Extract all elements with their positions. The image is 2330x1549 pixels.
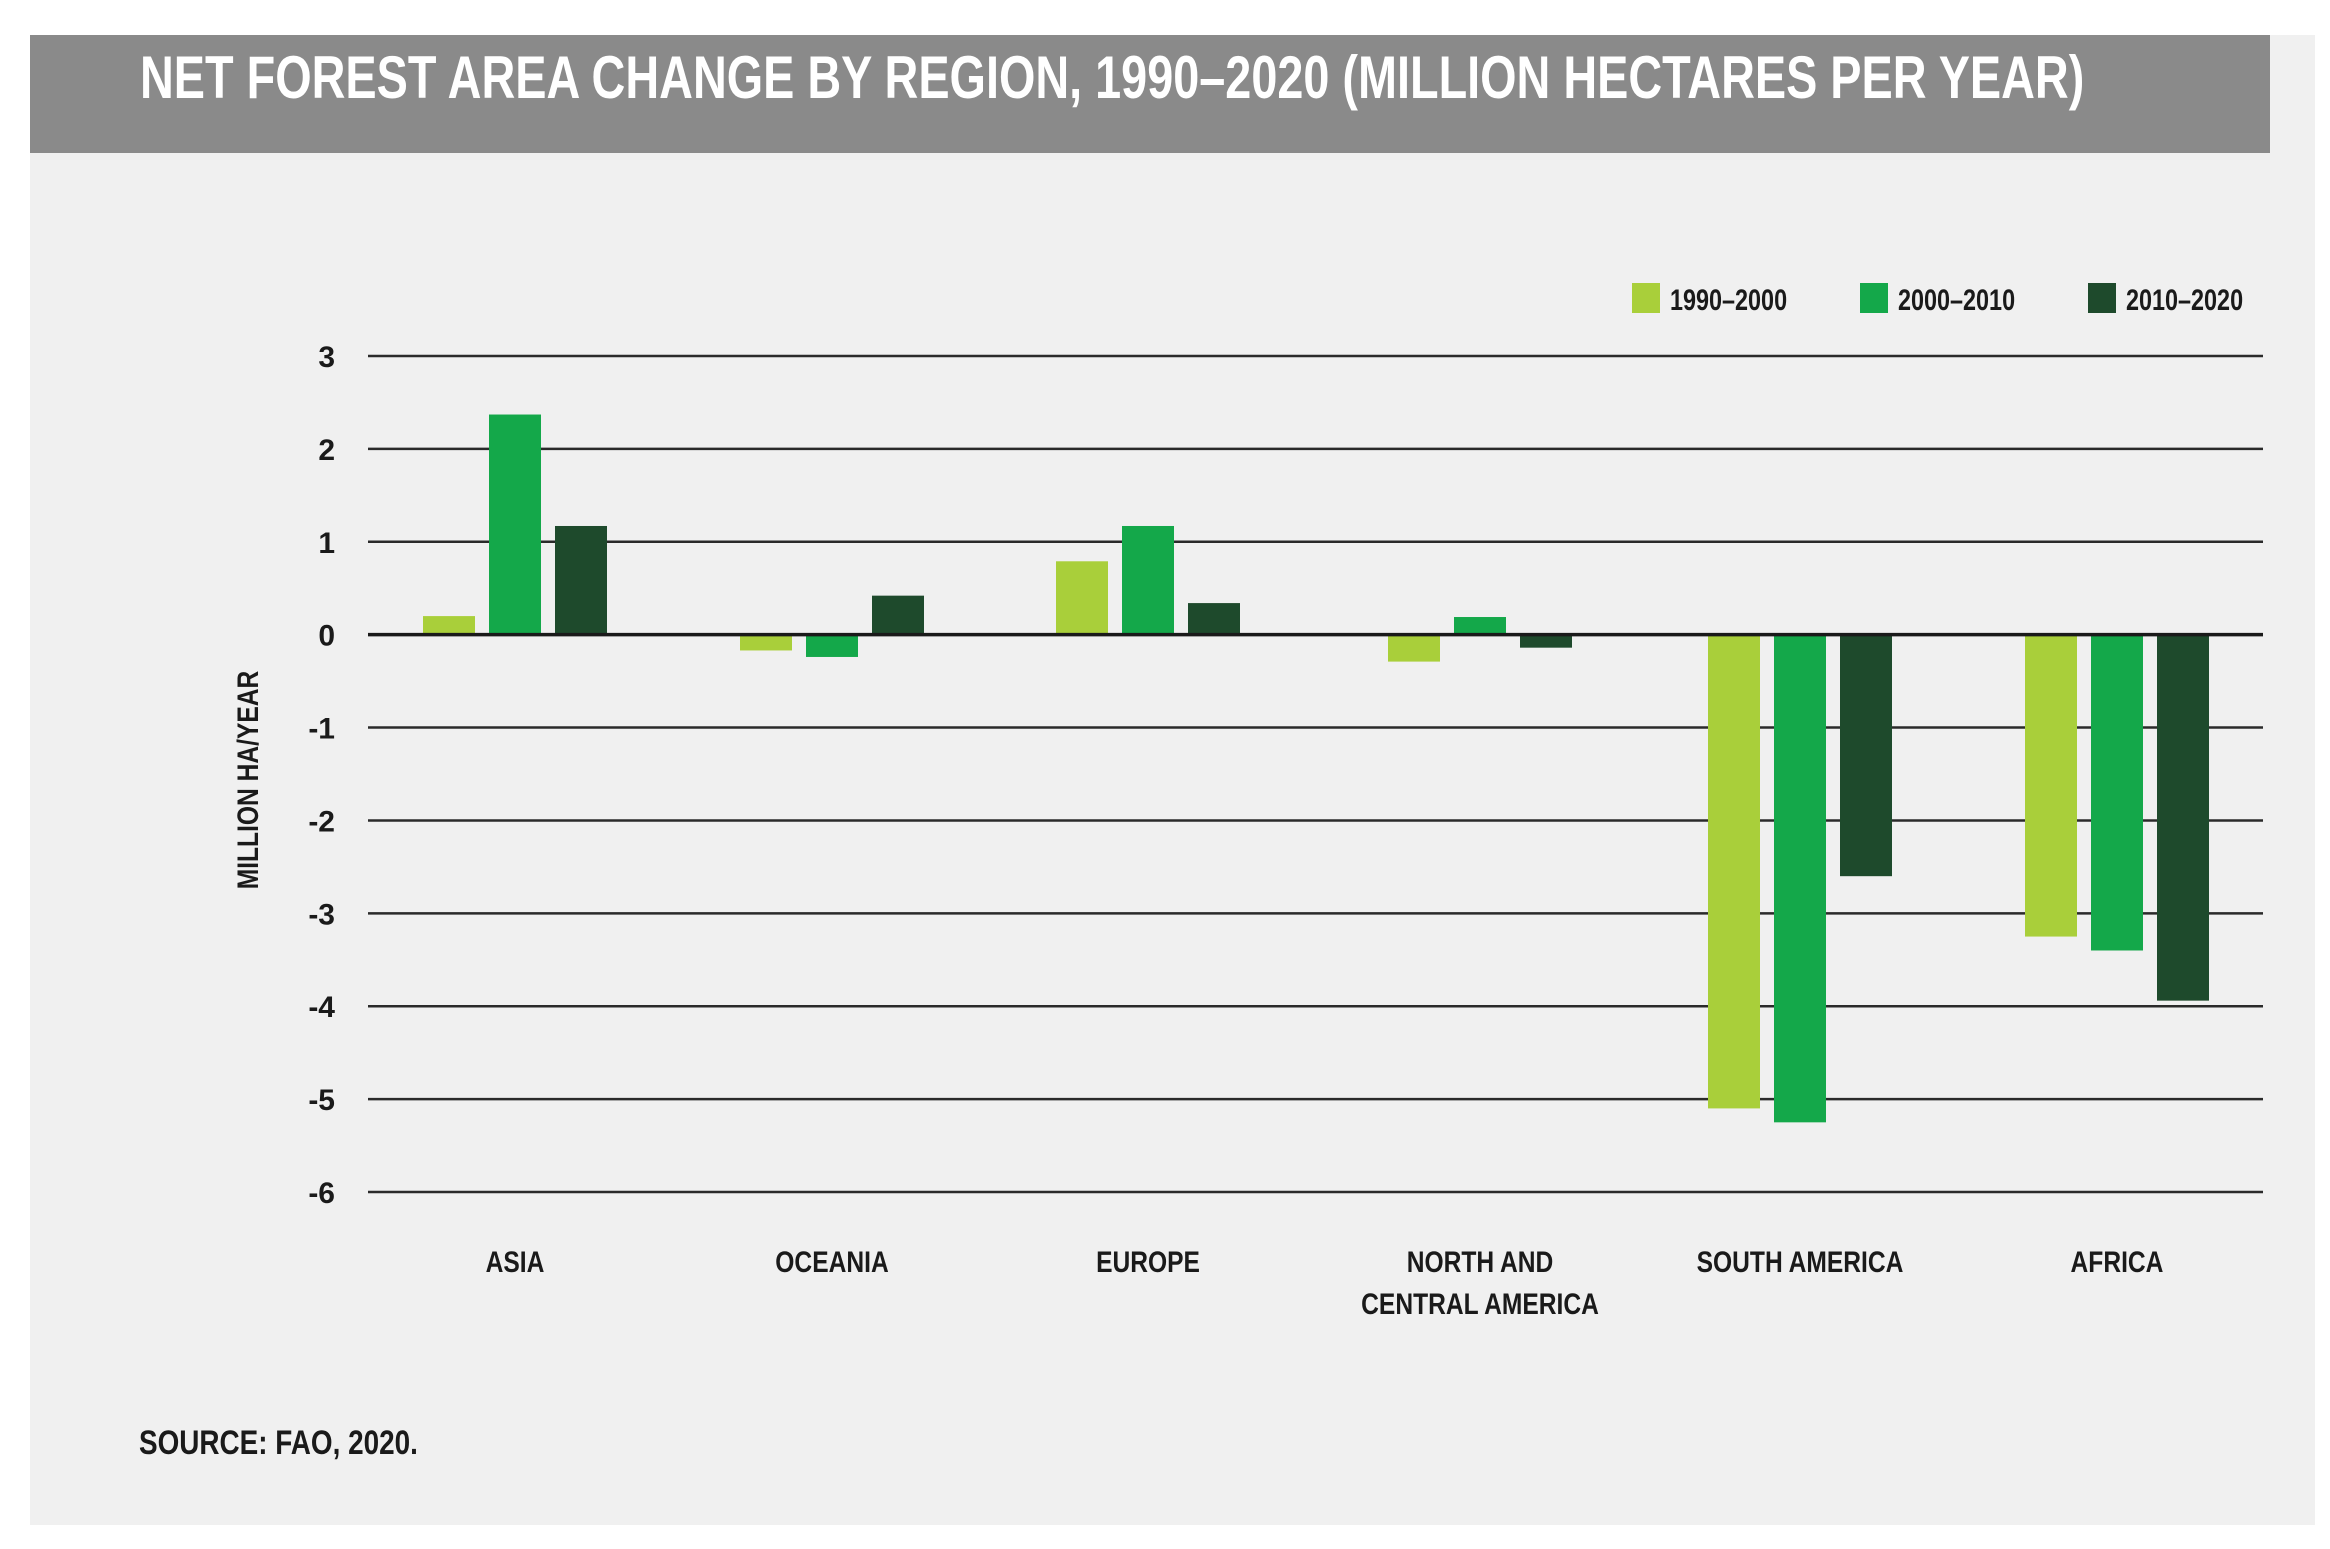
- legend-item: 1990–2000: [1632, 283, 1787, 317]
- bar: [1388, 634, 1440, 662]
- x-axis-categories: ASIA OCEANIA EUROPE NORTH AND CENTRAL AMERIC…: [486, 1245, 2164, 1321]
- bar: [806, 634, 858, 657]
- y-tick-label: 2: [318, 434, 335, 467]
- legend-item: 2000–2010: [1860, 283, 2015, 317]
- bar: [872, 595, 924, 635]
- legend-label: 1990–2000: [1670, 283, 1787, 316]
- bars: [423, 414, 2209, 1123]
- bar: [1520, 634, 1572, 648]
- y-tick-label: 3: [318, 341, 335, 374]
- category-label: AFRICA: [2071, 1245, 2164, 1279]
- bar: [1840, 634, 1892, 877]
- source-note: SOURCE: FAO, 2020.: [139, 1424, 418, 1462]
- category-label: SOUTH AMERICA: [1697, 1245, 1904, 1279]
- legend-label: 2000–2010: [1898, 283, 2015, 316]
- chart-panel: [30, 35, 2315, 1525]
- legend-swatch: [2088, 283, 2116, 313]
- bar: [2025, 634, 2077, 937]
- bar: [555, 525, 607, 635]
- category-label: ASIA: [486, 1245, 545, 1279]
- y-tick-label: -2: [308, 805, 335, 838]
- y-tick-label: -6: [308, 1177, 335, 1210]
- category-label: OCEANIA: [775, 1245, 889, 1279]
- legend-swatch: [1860, 283, 1888, 313]
- bar: [1056, 561, 1108, 635]
- grid-lines: [368, 354, 2263, 1194]
- bar: [740, 634, 792, 651]
- y-tick-label: -1: [308, 713, 335, 746]
- chart-title: NET FOREST AREA CHANGE BY REGION, 1990–2…: [140, 44, 2085, 111]
- bar: [1188, 603, 1240, 635]
- y-tick-label: 1: [318, 527, 335, 560]
- bar: [2091, 634, 2143, 951]
- bar: [489, 414, 541, 635]
- y-tick-label: 0: [318, 620, 335, 653]
- legend: 1990–2000 2000–2010 2010–2020: [1632, 283, 2243, 317]
- category-label: NORTH AND CENTRAL AMERICA: [1361, 1245, 1599, 1321]
- bar: [1122, 525, 1174, 635]
- bar: [1454, 617, 1506, 635]
- legend-swatch: [1632, 283, 1660, 313]
- bar: [2157, 634, 2209, 1001]
- bar: [1708, 634, 1760, 1109]
- bar: [423, 616, 475, 635]
- y-axis-ticks: 3 2 1 0 -1 -2 -3 -4 -5 -6: [308, 341, 335, 1210]
- title-bar: NET FOREST AREA CHANGE BY REGION, 1990–2…: [30, 35, 2270, 153]
- y-tick-label: -5: [308, 1084, 335, 1117]
- bar: [1774, 634, 1826, 1123]
- y-tick-label: -4: [308, 991, 335, 1024]
- legend-label: 2010–2020: [2126, 283, 2243, 316]
- legend-item: 2010–2020: [2088, 283, 2243, 317]
- y-tick-label: -3: [308, 898, 335, 931]
- category-label: EUROPE: [1096, 1245, 1200, 1279]
- y-axis-label: MILLION HA/YEAR: [231, 671, 265, 890]
